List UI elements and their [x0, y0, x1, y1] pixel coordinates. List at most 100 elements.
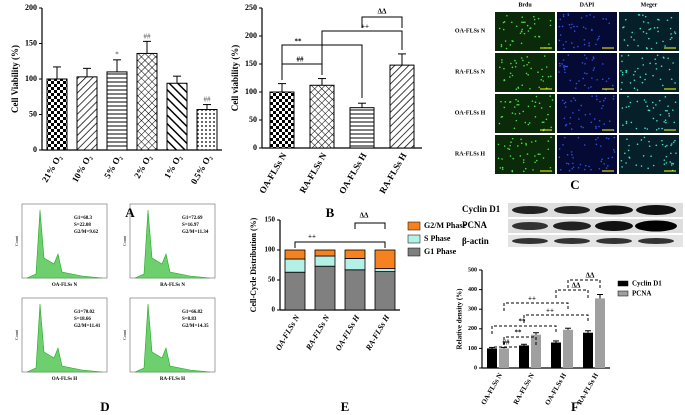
cell-dot [642, 21, 645, 23]
cell-dot [671, 109, 674, 111]
cell-dot [570, 26, 572, 29]
micrograph [619, 94, 679, 133]
cell-dot [520, 57, 523, 59]
cell-dot [564, 136, 566, 139]
cell-dot [642, 64, 645, 66]
micrograph [495, 53, 555, 92]
cell-dot [627, 149, 630, 152]
cell-dot [510, 21, 513, 24]
cell-dot [613, 95, 615, 97]
cell-dot [570, 128, 573, 130]
cell-dot [508, 148, 511, 151]
cell-dot [523, 65, 525, 67]
y-tick-label: 100 [25, 74, 37, 83]
cell-dot [564, 106, 567, 108]
cell-dot [500, 100, 502, 103]
cell-dot [501, 61, 503, 64]
cell-dot [664, 119, 667, 122]
cell-dot [526, 56, 529, 58]
cell-dot [652, 107, 655, 109]
cell-dot [537, 153, 540, 156]
cell-dot [534, 116, 537, 118]
cell-dot [670, 144, 672, 147]
significance-bracket [503, 302, 569, 311]
y-axis-label: Cell Viability (%) [10, 45, 20, 113]
panel-label: E [341, 399, 350, 414]
cell-dot [579, 163, 582, 166]
cell-dot [592, 56, 595, 59]
panel-label: D [100, 399, 109, 414]
bar-segment [314, 265, 336, 311]
micrograph [495, 135, 555, 174]
cell-dot [663, 120, 666, 123]
cell-dot [523, 32, 526, 35]
cell-dot [658, 99, 661, 102]
cell-dot [620, 55, 623, 57]
cell-dot [558, 148, 561, 150]
cell-dot [655, 42, 658, 44]
cell-dot [522, 59, 524, 62]
plot-title: OA-FLSs N [52, 283, 78, 288]
cell-dot [550, 75, 552, 78]
cell-dot [648, 109, 651, 112]
x-tick-label: OA-FLSs N [257, 151, 289, 196]
cell-dot [640, 139, 643, 141]
cell-dot [670, 164, 673, 166]
cell-dot [670, 78, 673, 80]
cell-dot [592, 69, 595, 71]
cell-dot [538, 86, 541, 89]
cell-dot [672, 162, 675, 165]
cell-dot [636, 100, 639, 103]
error-bar [597, 294, 603, 299]
significance-label: ## [503, 339, 511, 347]
cell-dot [512, 157, 515, 160]
plot-title: OA-FLSs H [52, 377, 78, 382]
cell-dot [645, 73, 647, 76]
cell-dot [561, 99, 564, 102]
y-tick-label: 300 [468, 307, 477, 313]
cell-dot [605, 137, 608, 139]
cell-dot [503, 21, 506, 23]
cell-dot [534, 140, 537, 142]
cell-dot [510, 62, 512, 65]
cell-dot [672, 62, 674, 64]
cell-dot [563, 68, 566, 71]
cell-dot [673, 121, 676, 124]
cell-dot [571, 23, 573, 26]
cell-dot [595, 43, 597, 46]
cell-dot [642, 14, 644, 16]
y-tick-label: 0 [33, 145, 37, 154]
cell-dot [646, 128, 649, 130]
cell-dot [583, 43, 586, 46]
bar [389, 64, 415, 149]
legend-label: G1 Phase [424, 247, 457, 256]
bar [499, 348, 509, 368]
cell-dot [577, 45, 579, 48]
significance-label: ΔΔ [572, 282, 581, 290]
row-label: RA-FLSs H [455, 151, 486, 157]
cell-dot [517, 145, 519, 147]
micrograph [495, 94, 555, 133]
cell-dot [625, 162, 627, 164]
cell-dot [516, 103, 518, 106]
x-tick-label: RA-FLSs H [363, 313, 391, 353]
cell-dot [581, 62, 584, 64]
bar [487, 348, 497, 368]
error-bar [83, 67, 91, 77]
y-tick-label: 0 [474, 365, 477, 371]
cell-dot [631, 31, 634, 34]
error-bar [53, 66, 61, 79]
cell-dot [621, 166, 623, 168]
phase-stat: G2/M=11.34 [182, 230, 209, 235]
cell-dot [529, 87, 531, 90]
cell-dot [607, 137, 610, 140]
cell-dot [504, 40, 507, 42]
bar-segment [344, 269, 366, 311]
cell-dot [500, 43, 503, 46]
cell-dot [599, 100, 601, 103]
bar-segment [314, 255, 336, 267]
cell-dot [558, 25, 561, 28]
cell-dot [671, 162, 673, 165]
cell-dot [525, 144, 528, 146]
bar-segment [284, 271, 306, 311]
